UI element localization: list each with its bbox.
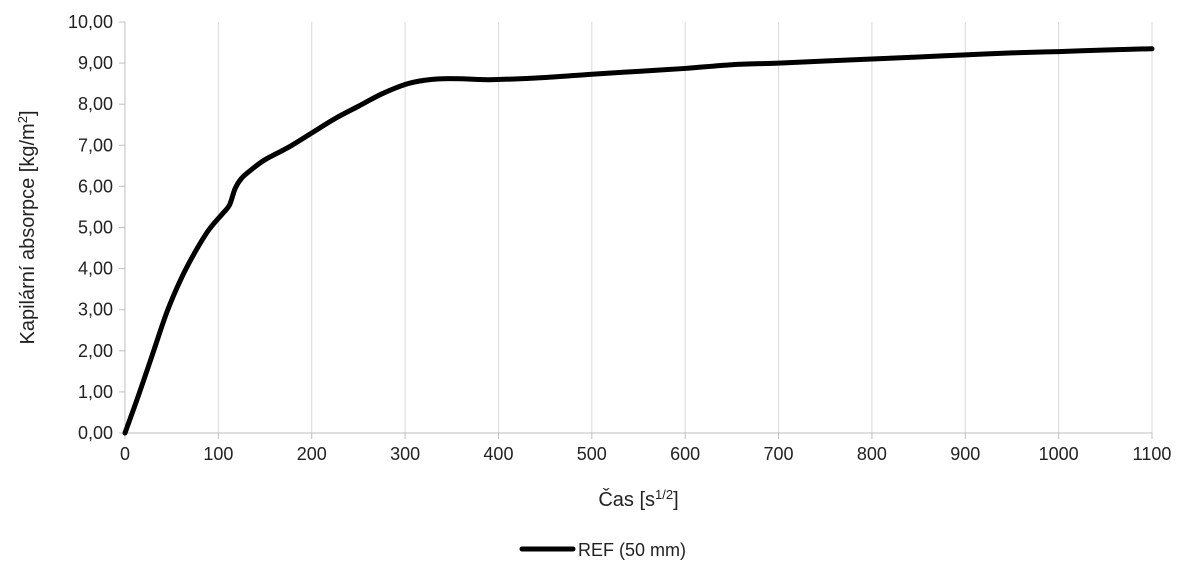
x-tick-label: 0 xyxy=(120,444,130,464)
y-tick-label: 2,00 xyxy=(78,341,113,361)
y-tick-label: 3,00 xyxy=(78,300,113,320)
y-tick-label: 6,00 xyxy=(78,176,113,196)
y-tick-label: 10,00 xyxy=(68,12,113,32)
x-tick-label: 800 xyxy=(857,444,887,464)
series-line xyxy=(122,46,1155,436)
y-axis-label-superscript: 2 xyxy=(15,116,30,123)
x-tick-label: 400 xyxy=(483,444,513,464)
y-axis-label: Kapilární absorpce [kg/m2] xyxy=(15,110,40,344)
legend: REF (50 mm) xyxy=(519,540,686,560)
y-axis-label-main: Kapilární absorpce [kg/m xyxy=(17,123,39,344)
x-axis-ticks: 0 100 200 300 400 500 600 700 800 900 1000 1100 xyxy=(120,433,1171,464)
y-tick-label: 8,00 xyxy=(78,94,113,114)
x-axis-label: Čas [s1/2] xyxy=(598,487,678,512)
y-tick-label: 1,00 xyxy=(78,382,113,402)
y-axis-label-suffix: ] xyxy=(17,110,39,116)
grid-lines xyxy=(217,22,1153,433)
y-tick-label: 7,00 xyxy=(78,135,113,155)
y-axis-ticks: 0,00 1,00 2,00 3,00 4,00 5,00 6,00 7,00 8,00 9,00… xyxy=(68,12,125,443)
x-tick-label: 300 xyxy=(390,444,420,464)
x-tick-label: 900 xyxy=(950,444,980,464)
y-tick-label: 4,00 xyxy=(78,259,113,279)
x-axis-label-superscript: 1/2 xyxy=(655,487,673,502)
legend-label: REF (50 mm) xyxy=(578,540,686,560)
x-tick-label: 1000 xyxy=(1039,444,1079,464)
x-tick-label: 200 xyxy=(297,444,327,464)
x-tick-label: 600 xyxy=(670,444,700,464)
x-tick-label: 700 xyxy=(764,444,794,464)
series-layer xyxy=(122,46,1155,436)
x-tick-label: 100 xyxy=(203,444,233,464)
y-tick-label: 9,00 xyxy=(78,53,113,73)
x-tick-label: 500 xyxy=(577,444,607,464)
axes xyxy=(124,22,1152,434)
x-axis-label-main: Čas [s xyxy=(598,488,655,511)
x-axis-label-suffix: ] xyxy=(673,489,679,511)
x-tick-label: 1100 xyxy=(1133,444,1172,464)
y-tick-label: 0,00 xyxy=(78,423,113,443)
y-tick-label: 5,00 xyxy=(78,218,113,238)
